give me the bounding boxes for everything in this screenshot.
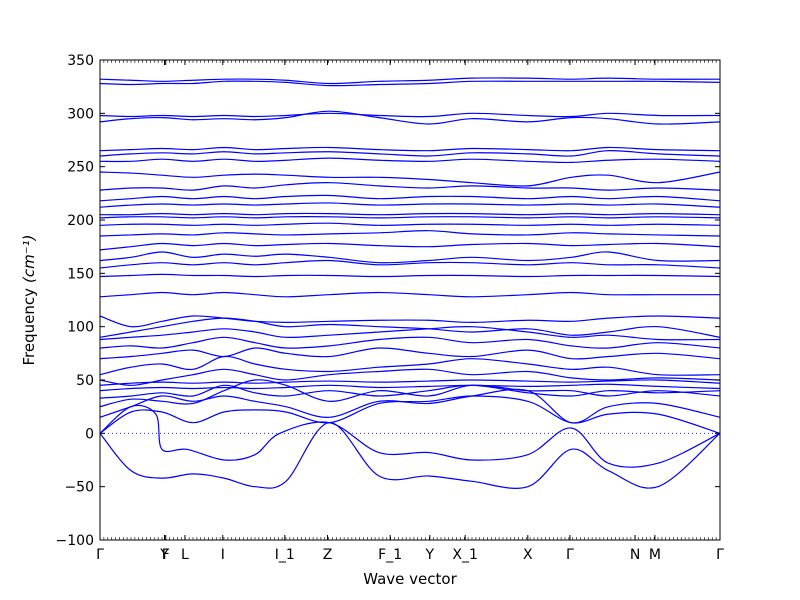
- band-line-3: [99, 395, 721, 434]
- band-line-8: [99, 379, 721, 386]
- band-line-29: [99, 157, 721, 164]
- band-line-10: [99, 355, 721, 376]
- y-tick-label: 0: [85, 426, 94, 442]
- band-line-14: [99, 317, 721, 338]
- x-tick-label: L: [181, 547, 189, 563]
- y-tick-label: −100: [56, 533, 94, 549]
- x-tick-group: Γ YF L I I_1 Z F_1 Y X_1 X Γ N M Γ: [96, 60, 724, 563]
- x-tick-label: Γ: [716, 547, 724, 563]
- band-line-23: [99, 216, 721, 219]
- band-line-1: [99, 422, 721, 489]
- band-line-6: [99, 384, 721, 399]
- band-line-12: [99, 336, 721, 349]
- x-tick-label: Z: [323, 547, 333, 563]
- band-line-28: [99, 171, 721, 187]
- band-line-24: [99, 212, 721, 216]
- band-line-30: [99, 150, 721, 157]
- band-line-11: [99, 347, 721, 360]
- band-line-7: [99, 383, 721, 392]
- x-axis-title: Wave vector: [363, 570, 457, 588]
- x-tick-label: X: [523, 547, 533, 563]
- band-line-26: [99, 194, 721, 202]
- y-axis-unit: (cm⁻¹): [20, 235, 38, 284]
- x-tick-label: Γ: [566, 547, 574, 563]
- y-axis-title: Frequency (cm⁻¹): [20, 235, 38, 366]
- x-tick-label: Y: [425, 547, 435, 563]
- x-tick-label: X_1: [452, 547, 478, 563]
- y-axis-title-text: Frequency: [20, 288, 38, 366]
- band-line-15: [99, 315, 721, 328]
- x-tick-label: M: [649, 547, 661, 563]
- band-line-33: [99, 112, 721, 118]
- band-line-4: [99, 388, 721, 424]
- x-tick-label: Y: [159, 547, 169, 563]
- series-group: [99, 77, 721, 489]
- band-line-20: [99, 242, 721, 251]
- y-tick-label: 150: [67, 266, 94, 282]
- band-line-32: [99, 110, 721, 125]
- x-tick-label: F: [162, 547, 170, 563]
- y-tick-label: 100: [67, 320, 94, 336]
- x-tick-label: I: [221, 547, 225, 563]
- band-line-31: [99, 146, 721, 152]
- band-line-27: [99, 182, 721, 191]
- band-line-25: [99, 202, 721, 208]
- band-line-16: [99, 291, 720, 298]
- band-line-34: [99, 80, 721, 87]
- x-tick-label: I_1: [275, 547, 295, 563]
- band-line-19: [99, 251, 721, 264]
- y-tick-group: −100 −50 0 50 100 150 200 250 300 350: [56, 53, 720, 549]
- band-line-22: [99, 222, 721, 226]
- y-tick-label: 350: [67, 53, 94, 69]
- x-tick-label: Γ: [96, 547, 104, 563]
- band-line-21: [99, 230, 721, 237]
- x-tick-label: F_1: [378, 547, 402, 563]
- x-tick-label: N: [630, 547, 640, 563]
- y-tick-label: −50: [64, 480, 94, 496]
- band-line-17: [99, 273, 721, 278]
- y-tick-label: 200: [67, 213, 94, 229]
- y-tick-label: 300: [67, 106, 94, 122]
- y-tick-label: 50: [76, 373, 94, 389]
- band-line-18: [99, 259, 721, 269]
- y-tick-label: 250: [67, 160, 94, 176]
- band-line-13: [99, 325, 721, 341]
- band-line-9: [99, 368, 721, 386]
- band-line-35: [99, 77, 721, 85]
